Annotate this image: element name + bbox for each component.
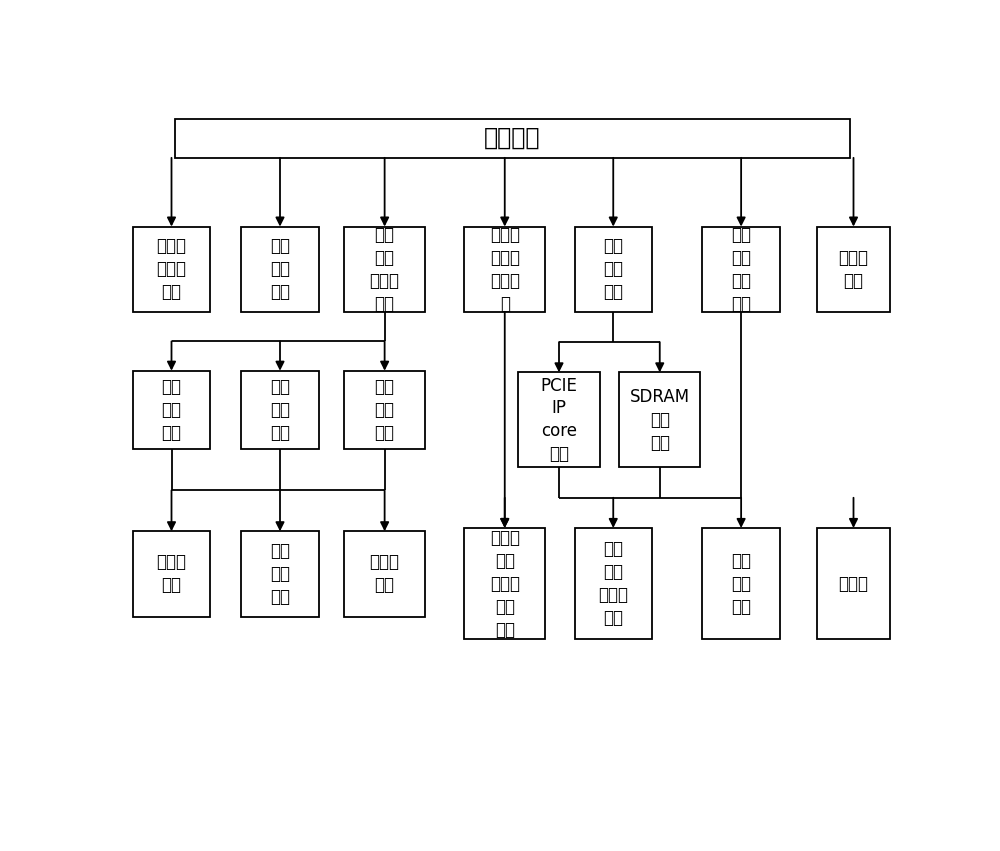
Text: 接口
控制
模块: 接口 控制 模块 <box>603 237 623 301</box>
FancyBboxPatch shape <box>344 226 425 311</box>
Text: 解模糊
单元: 解模糊 单元 <box>156 553 186 594</box>
Text: 时钟
管理
模块: 时钟 管理 模块 <box>270 237 290 301</box>
Text: 外围芯
片配置
模块: 外围芯 片配置 模块 <box>156 237 186 301</box>
FancyBboxPatch shape <box>619 373 700 467</box>
FancyBboxPatch shape <box>175 118 850 157</box>
Text: 工作
状态
检测与
输出: 工作 状态 检测与 输出 <box>598 540 628 627</box>
Text: SDRAM
读写
控制: SDRAM 读写 控制 <box>630 388 690 452</box>
FancyBboxPatch shape <box>241 531 319 616</box>
Text: 顶层软件: 顶层软件 <box>484 126 541 150</box>
FancyBboxPatch shape <box>702 528 780 639</box>
FancyBboxPatch shape <box>702 226 780 311</box>
Text: 板卡、
程序
各单元
参数
配置: 板卡、 程序 各单元 参数 配置 <box>490 529 520 638</box>
FancyBboxPatch shape <box>817 528 890 639</box>
Text: 码元
同步
单元: 码元 同步 单元 <box>375 378 395 442</box>
FancyBboxPatch shape <box>574 528 652 639</box>
FancyBboxPatch shape <box>133 531 210 616</box>
Text: 自检源
模块: 自检源 模块 <box>838 248 868 289</box>
FancyBboxPatch shape <box>464 528 545 639</box>
Text: 调制器: 调制器 <box>838 574 868 593</box>
FancyBboxPatch shape <box>344 531 425 616</box>
Text: PCIE
IP
core
控制: PCIE IP core 控制 <box>541 377 577 463</box>
Text: 基带
数据
生成: 基带 数据 生成 <box>731 551 751 615</box>
FancyBboxPatch shape <box>133 371 210 449</box>
FancyBboxPatch shape <box>574 226 652 311</box>
FancyBboxPatch shape <box>241 226 319 311</box>
Text: 信号
调理
与解调
模块: 信号 调理 与解调 模块 <box>370 226 400 312</box>
Text: 信号
调理
单元: 信号 调理 单元 <box>270 378 290 442</box>
FancyBboxPatch shape <box>344 371 425 449</box>
Text: 数据调
理与帧
同步模
块: 数据调 理与帧 同步模 块 <box>490 226 520 312</box>
Text: 载波
同步
单元: 载波 同步 单元 <box>162 378 182 442</box>
FancyBboxPatch shape <box>241 371 319 449</box>
Text: 板卡
工作
管控
模块: 板卡 工作 管控 模块 <box>731 226 751 312</box>
FancyBboxPatch shape <box>817 226 890 311</box>
FancyBboxPatch shape <box>518 373 600 467</box>
FancyBboxPatch shape <box>464 226 545 311</box>
Text: 帧同步
单元: 帧同步 单元 <box>370 553 400 594</box>
FancyBboxPatch shape <box>133 226 210 311</box>
Text: 数据
调理
单元: 数据 调理 单元 <box>270 542 290 606</box>
